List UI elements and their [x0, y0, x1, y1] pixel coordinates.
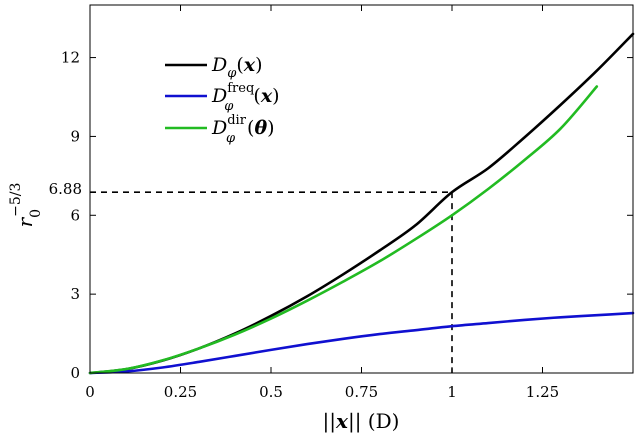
x-axis-title-pre: ||	[323, 409, 336, 434]
y-axis-title-base: r	[13, 216, 37, 227]
y-tick-label: 3	[70, 285, 80, 303]
series-line-3	[88, 85, 599, 375]
series-layer	[88, 32, 635, 375]
y-tick-label: 9	[70, 127, 80, 145]
ticks-layer: 0 0.25 0.5 0.75 1 1.25 0 3 6 9 12	[61, 5, 633, 401]
annotation-value-label: 6.88	[49, 180, 82, 198]
x-tick-label: 0	[85, 383, 95, 401]
y-tick-label: 12	[61, 49, 80, 67]
y-axis-title: r0 −5/3	[8, 183, 44, 228]
x-tick-label: 0.5	[259, 383, 283, 401]
y-axis-title-sup: −5/3	[8, 183, 24, 217]
x-tick-label: 1	[447, 383, 457, 401]
y-tick-label: 0	[70, 364, 80, 382]
legend: Dφ(x) Dfreq φ (x) Ddir φ (θ)	[165, 54, 280, 146]
legend-entry-series-2: Dfreq φ (x)	[211, 81, 280, 114]
x-axis-title: ||x|| (D)	[323, 409, 400, 434]
x-axis-title-var: x	[335, 409, 349, 433]
annotation-layer: 6.88	[49, 180, 453, 373]
x-tick-label: 1.25	[526, 383, 559, 401]
legend-entry-series-3: Ddir φ (θ)	[211, 113, 275, 146]
series-line-2	[88, 311, 635, 375]
x-tick-label: 0.75	[345, 383, 378, 401]
x-tick-label: 0.25	[164, 383, 197, 401]
y-tick-label: 6	[70, 206, 80, 224]
y-axis-title-sub: 0	[28, 209, 44, 218]
x-axis-title-post: || (D)	[348, 409, 399, 434]
legend-entry-series-1: Dφ(x)	[211, 54, 263, 81]
plot-area	[90, 5, 633, 373]
